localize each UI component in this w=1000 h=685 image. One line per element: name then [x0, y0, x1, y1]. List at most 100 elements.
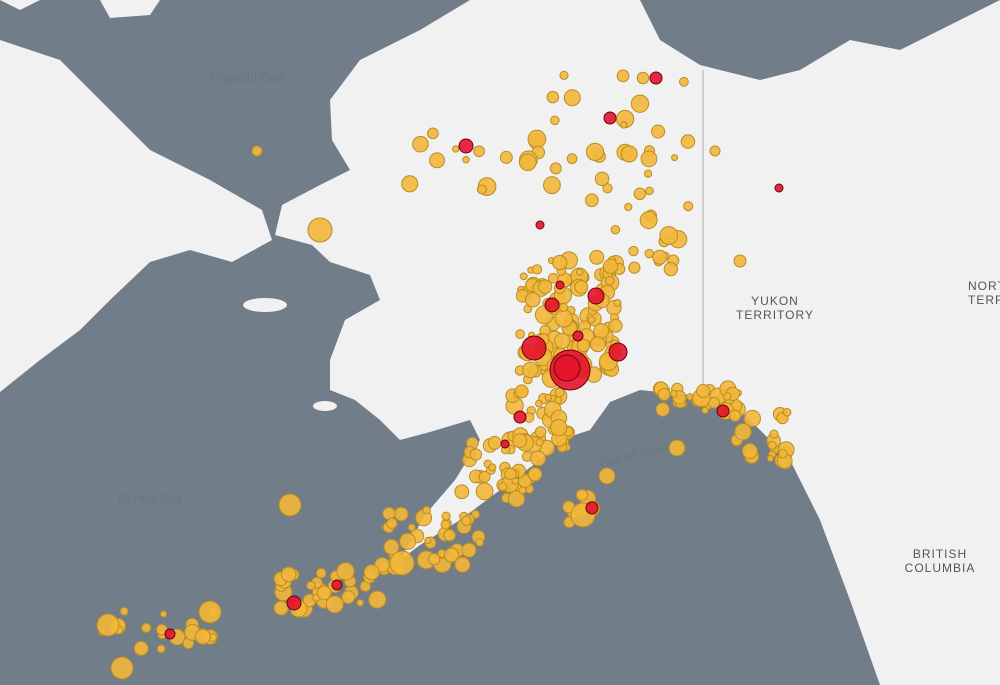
earthquake [644, 169, 653, 178]
region-label: YUKON TERRITORY [736, 294, 814, 322]
earthquake [513, 410, 527, 424]
earthquake [543, 176, 561, 195]
region-label: BRITISH COLUMBIA [905, 547, 976, 575]
earthquake [527, 467, 543, 482]
earthquake [487, 435, 502, 450]
earthquake [273, 600, 289, 616]
earthquake [550, 115, 560, 126]
earthquake [164, 628, 176, 640]
earthquake [669, 389, 678, 398]
earthquake [110, 656, 134, 680]
earthquake [549, 162, 562, 175]
earthquake [452, 145, 460, 153]
earthquake [521, 335, 547, 361]
earthquake [518, 486, 527, 495]
earthquake [558, 302, 569, 313]
earthquake [429, 152, 446, 169]
earthquake [593, 322, 610, 339]
earthquake [194, 628, 211, 645]
earthquake [559, 70, 569, 80]
earthquake [671, 154, 679, 162]
earthquake [555, 280, 565, 290]
earthquake [554, 387, 565, 398]
earthquake [594, 171, 610, 187]
earthquake [552, 254, 568, 271]
earthquake [743, 409, 762, 428]
earthquake [475, 482, 494, 501]
earthquake [613, 298, 622, 307]
earthquake [454, 556, 471, 573]
earthquake [624, 202, 633, 212]
earthquake [522, 361, 539, 379]
earthquake [198, 600, 222, 624]
earthquake [550, 419, 568, 437]
earthquake [507, 490, 526, 508]
earthquake [774, 183, 784, 193]
earthquake [535, 399, 543, 408]
region-label: NORTHWESTTERRITORIES [968, 279, 1000, 307]
earthquake [514, 384, 529, 399]
earthquake [461, 542, 477, 558]
earthquake [602, 258, 619, 274]
earthquake [473, 145, 485, 158]
earthquake [476, 184, 487, 195]
earthquake [440, 519, 451, 530]
earthquake [620, 145, 638, 163]
earthquake [680, 134, 696, 149]
earthquake [766, 455, 774, 463]
earthquake [683, 201, 694, 212]
earthquake [119, 606, 129, 616]
earthquakes [96, 69, 795, 680]
earthquake [488, 463, 497, 472]
earthquake [575, 488, 589, 502]
earthquake [458, 138, 474, 154]
earthquake [585, 193, 599, 208]
earthquake [678, 76, 689, 87]
earthquake [616, 69, 630, 83]
earthquake [598, 467, 616, 485]
earthquake [469, 448, 483, 461]
earthquake [251, 145, 263, 157]
earthquake [316, 585, 332, 601]
earthquake [566, 153, 578, 165]
earthquake [546, 90, 560, 104]
earthquake [331, 579, 343, 591]
sea-label: Chukchi Sea [210, 70, 284, 85]
earthquake [709, 145, 721, 157]
earthquake [428, 553, 441, 566]
earthquake [587, 316, 596, 324]
earthquake [605, 275, 615, 286]
earthquake [368, 590, 387, 609]
earthquake [278, 493, 302, 517]
earthquake [723, 392, 732, 401]
earthquake [655, 402, 670, 417]
earthquake [534, 426, 547, 438]
earthquake [389, 550, 415, 576]
earthquake [636, 71, 650, 85]
earthquake [544, 393, 553, 402]
earthquake [657, 387, 671, 401]
earthquake [363, 564, 380, 581]
earthquake [527, 129, 547, 149]
earthquake [589, 249, 605, 265]
earthquake [585, 142, 605, 162]
earthquake [659, 226, 679, 245]
sea-label: Bering Sea [118, 491, 183, 506]
earthquake [427, 127, 439, 140]
earthquake [475, 538, 484, 547]
earthquake [668, 439, 686, 457]
earthquake [498, 481, 508, 492]
earthquake [444, 547, 460, 563]
earthquake [519, 272, 528, 281]
earthquake [767, 440, 777, 450]
earthquake [356, 599, 364, 607]
earthquake [628, 261, 641, 274]
earthquake [652, 249, 668, 265]
earthquake [306, 580, 316, 591]
earthquake [386, 517, 398, 529]
earthquake [525, 291, 541, 308]
earthquake [499, 150, 513, 164]
earthquake [575, 268, 584, 276]
earthquake [628, 245, 639, 257]
